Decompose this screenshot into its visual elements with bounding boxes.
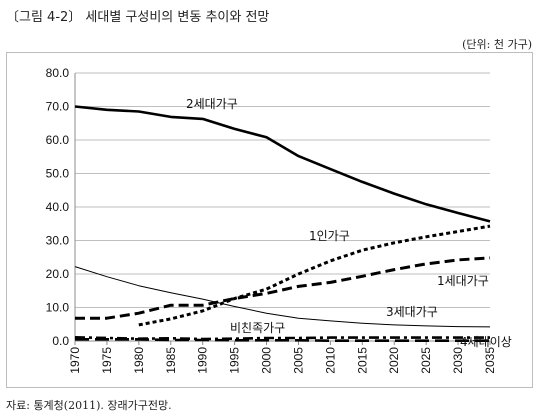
x-tick-label: 1995: [228, 347, 242, 374]
figure-title: 〔그림 4-2〕 세대별 구성비의 변동 추이와 전망: [6, 10, 270, 25]
y-tick-label: 80.0: [46, 66, 70, 80]
x-tick-label: 2035: [483, 347, 497, 374]
series-label: 1세대가구: [437, 274, 489, 288]
x-tick-label: 2010: [323, 347, 337, 374]
source-note: 자료: 통계청(2011). 장래가구전망.: [6, 399, 172, 412]
series-line: [75, 338, 490, 342]
y-tick-label: 70.0: [46, 100, 70, 114]
x-tick-label: 1990: [196, 347, 210, 374]
series-line: [74, 105, 491, 223]
x-tick-label: 1985: [164, 347, 178, 374]
series-lines: [74, 105, 491, 342]
y-tick-label: 40.0: [46, 200, 70, 214]
series-label: 2세대가구: [186, 97, 238, 111]
x-tick-label: 2020: [387, 347, 401, 374]
x-tick-label: 2025: [419, 347, 433, 374]
line-chart: 0.0 10.0 20.0 30.0 40.0 50.0 60.0 70.0 80.0 1970…: [46, 66, 512, 374]
gridlines: [75, 72, 490, 308]
x-tick-label: 2005: [291, 347, 305, 374]
x-tick-label: 1970: [68, 347, 82, 374]
y-tick-label: 30.0: [46, 234, 70, 248]
series-line: [138, 224, 491, 327]
y-tick-label: 50.0: [46, 167, 70, 181]
x-tick-label: 2030: [451, 347, 465, 374]
series-label: 비친족가구: [230, 321, 285, 335]
series-label: 4세대이상: [460, 335, 512, 349]
x-tick-label: 2015: [355, 347, 369, 374]
series-line: [75, 256, 491, 320]
x-tick-label: 1980: [132, 347, 146, 374]
x-axis: 1970 1975 1980 1985 1990 1995 2000 2005 2010 2015…: [68, 341, 497, 374]
series-line: [74, 266, 491, 328]
series-label: 3세대가구: [386, 305, 438, 319]
chart-frame: [6, 52, 533, 388]
y-tick-label: 10.0: [46, 301, 70, 315]
series-label: 1인가구: [309, 229, 350, 243]
x-tick-label: 1975: [100, 347, 114, 374]
y-tick-label: 0.0: [52, 334, 69, 348]
unit-label: (단위: 천 가구): [462, 38, 532, 51]
x-tick-label: 2000: [260, 347, 274, 374]
y-tick-label: 20.0: [46, 267, 70, 281]
y-tick-label: 60.0: [46, 133, 70, 147]
